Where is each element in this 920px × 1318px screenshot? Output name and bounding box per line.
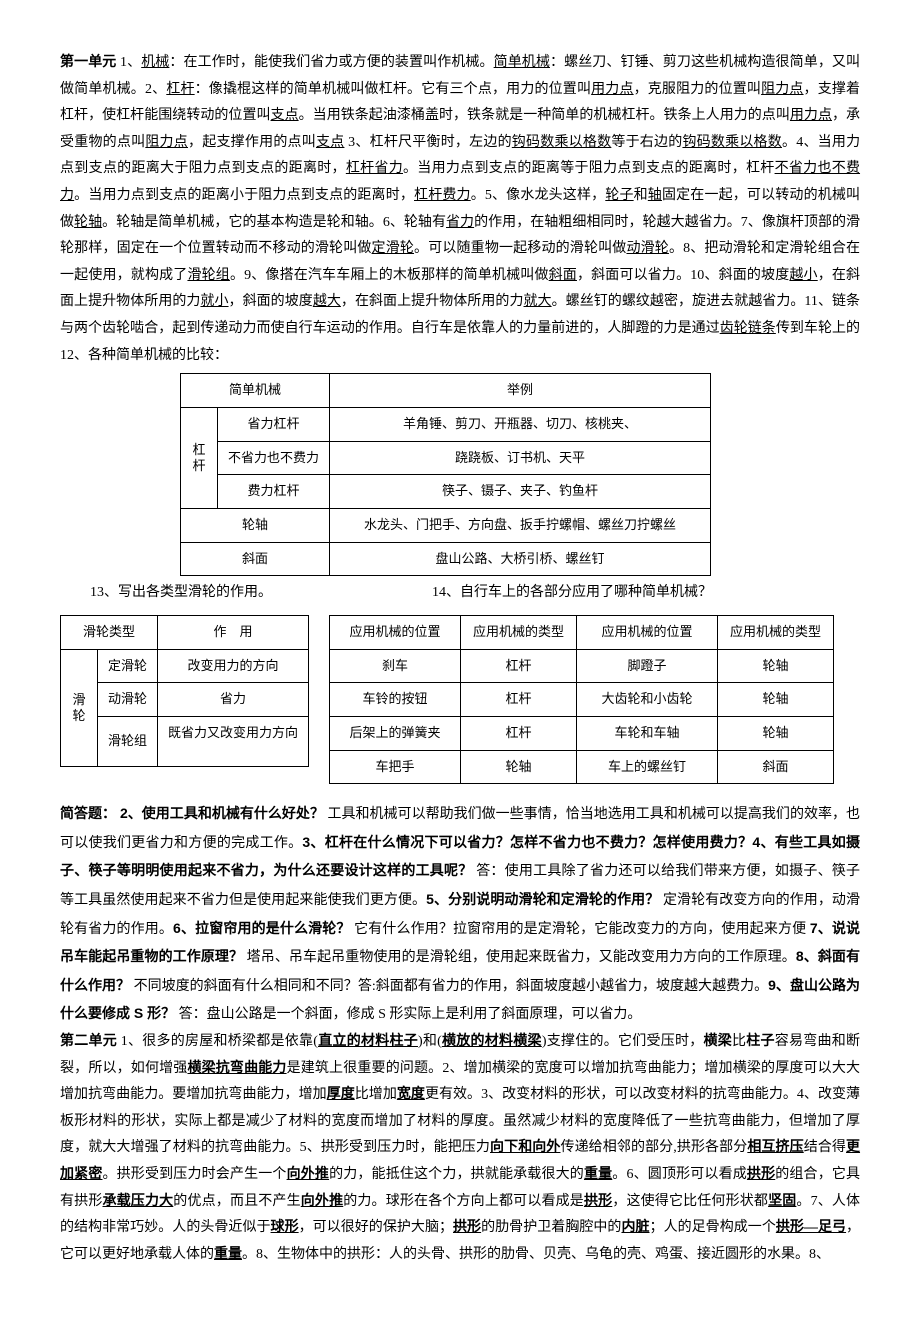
bike-machine-table: 应用机械的位置 应用机械的类型 应用机械的位置 应用机械的类型 刹车杠杆脚蹬子轮… [329,615,834,784]
t1-lever: 杠杆 [181,407,218,508]
q13: 13、写出各类型滑轮的作用。 [90,580,272,607]
q14: 14、自行车上的各部分应用了哪种简单机械？ [432,580,712,607]
t1-h2: 举例 [330,374,711,408]
t1-h1: 简单机械 [181,374,330,408]
simple-machine-table: 简单机械 举例 杠杆 省力杠杆 羊角锤、剪刀、开瓶器、切刀、核桃夹、 不省力也不… [180,373,711,576]
qa-paragraph: 简答题： 2、使用工具和机械有什么好处？ 工具和机械可以帮助我们做一些事情，恰当… [60,800,860,1029]
unit2-paragraph: 第二单元 1、很多的房屋和桥梁都是依靠(直立的材料柱子)和(横放的材料横梁)支撑… [60,1029,860,1268]
pulley-table: 滑轮类型 作 用 滑轮 定滑轮 改变用力的方向 动滑轮省力 滑轮组既省力又改变用… [60,615,309,767]
unit1-paragraph: 第一单元 1、机械：在工作时，能使我们省力或方便的装置叫作机械。简单机械：螺丝刀… [60,50,860,369]
